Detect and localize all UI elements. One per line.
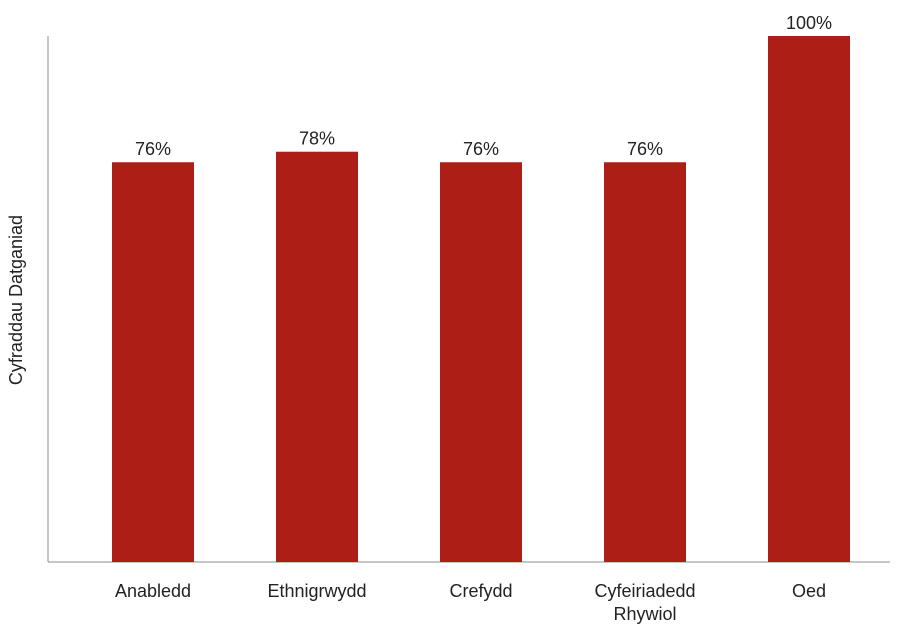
x-tick-label-line: Crefydd (449, 581, 512, 601)
x-tick-label-line: Ethnigrwydd (267, 581, 366, 601)
x-tick-label-line: Rhywiol (613, 604, 676, 624)
x-tick-label-1: Ethnigrwydd (267, 581, 366, 601)
x-tick-label-line: Oed (792, 581, 826, 601)
x-tick-label-2: Crefydd (449, 581, 512, 601)
x-tick-label-0: Anabledd (115, 581, 191, 601)
bars (112, 36, 850, 563)
data-label-2: 76% (463, 139, 499, 159)
bar-3 (604, 162, 686, 563)
bar-4 (768, 36, 850, 562)
data-label-1: 78% (299, 129, 335, 149)
y-axis-title: Cyfraddau Datganiad (6, 215, 26, 385)
x-tick-label-line: Anabledd (115, 581, 191, 601)
bar-0 (112, 162, 194, 563)
x-tick-labels: Anabledd Ethnigrwydd Crefydd Cyfeiriadedd Rh… (115, 581, 826, 624)
bar-1 (276, 151, 358, 562)
bar-2 (440, 162, 522, 563)
x-tick-label-line: Cyfeiriadedd (594, 581, 695, 601)
x-tick-label-3: Cyfeiriadedd Rhywiol (594, 581, 695, 624)
data-label-4: 100% (786, 13, 832, 33)
x-tick-label-4: Oed (792, 581, 826, 601)
data-labels: 76% 78% 76% 76% 100% (135, 13, 832, 159)
data-label-3: 76% (627, 139, 663, 159)
data-label-0: 76% (135, 139, 171, 159)
